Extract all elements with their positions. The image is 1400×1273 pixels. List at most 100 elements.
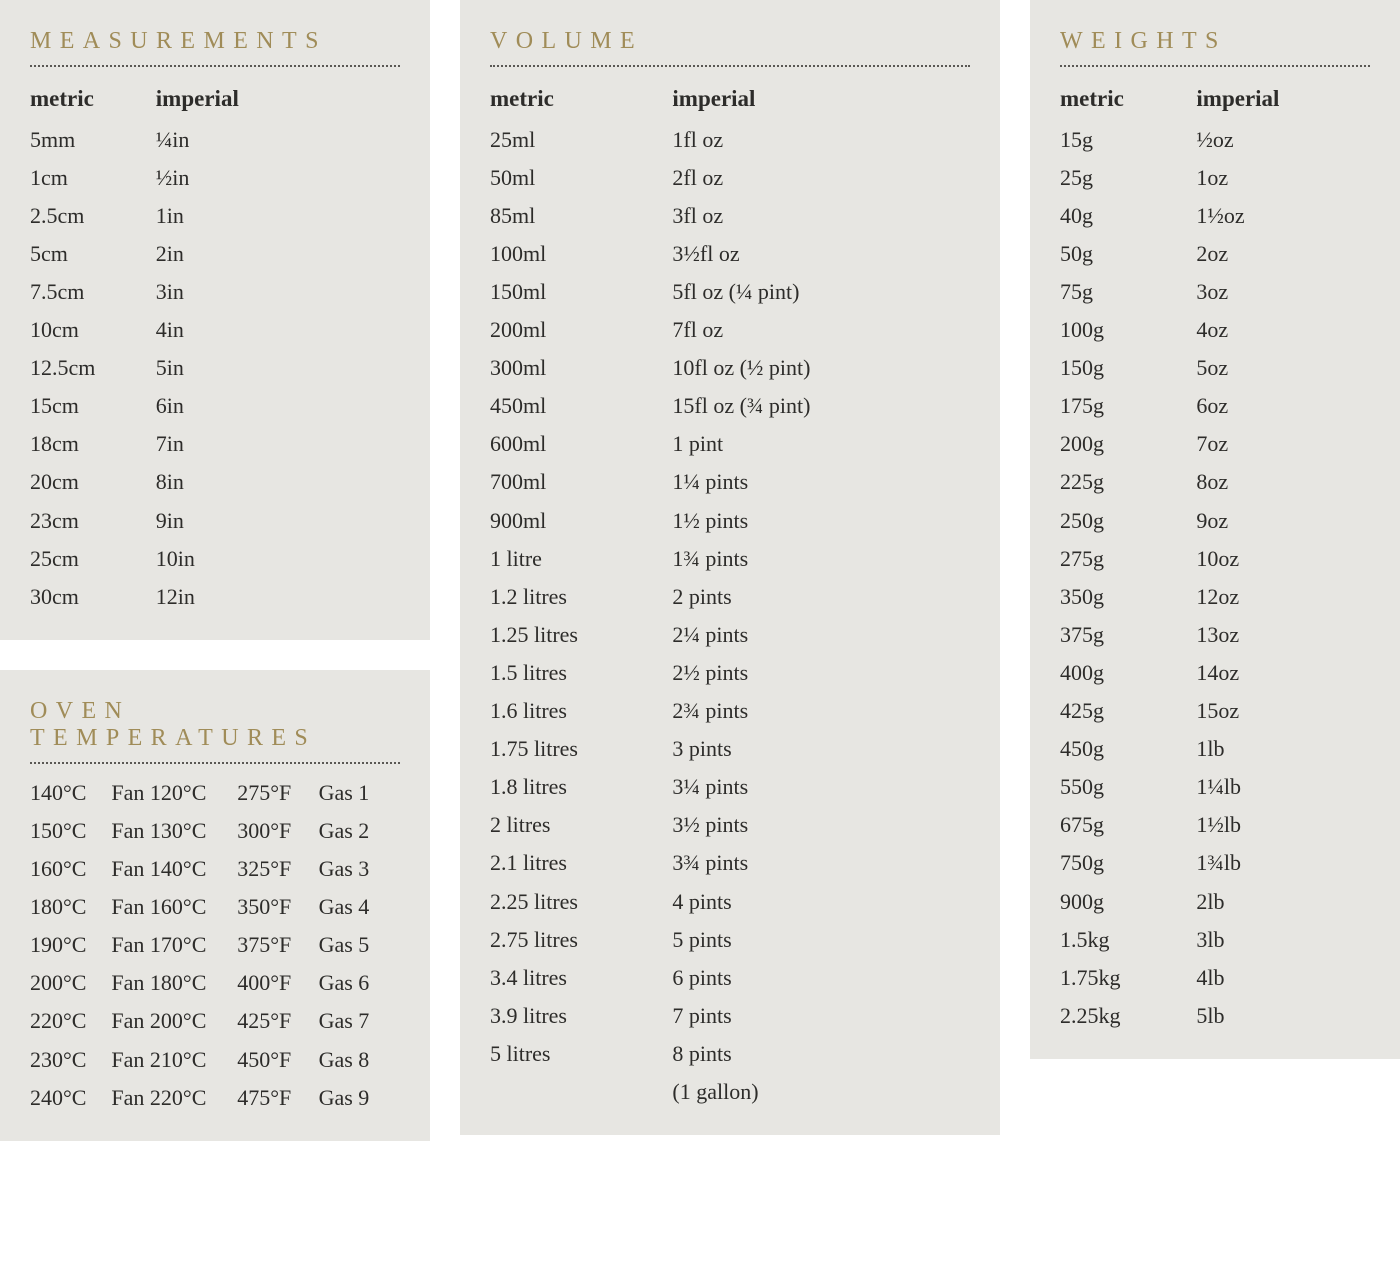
table-cell: 300°F	[237, 812, 318, 850]
table-row: 425g15oz	[1060, 692, 1370, 730]
column-middle: VOLUME metric imperial 25ml1fl oz50ml2fl…	[460, 0, 1000, 1135]
table-row: 150g5oz	[1060, 349, 1370, 387]
table-cell: 450ml	[490, 387, 672, 425]
table-row: 2.75 litres5 pints	[490, 921, 970, 959]
table-cell: 50g	[1060, 235, 1196, 273]
table-cell: 4in	[156, 311, 400, 349]
table-cell: 190°C	[30, 926, 111, 964]
table-cell: 1in	[156, 197, 400, 235]
table-row: 200ml7fl oz	[490, 311, 970, 349]
table-cell: ¼in	[156, 121, 400, 159]
table-row: 1.2 litres2 pints	[490, 578, 970, 616]
table-cell: 25g	[1060, 159, 1196, 197]
table-cell: 9in	[156, 502, 400, 540]
table-row: 10cm4in	[30, 311, 400, 349]
table-row: 400g14oz	[1060, 654, 1370, 692]
table-row: 50ml2fl oz	[490, 159, 970, 197]
table-row: 20cm8in	[30, 463, 400, 501]
table-cell: Fan 160°C	[111, 888, 237, 926]
table-cell: 700ml	[490, 463, 672, 501]
table-row: 225g8oz	[1060, 463, 1370, 501]
table-cell: 175g	[1060, 387, 1196, 425]
table-cell: 7in	[156, 425, 400, 463]
measurements-card: MEASUREMENTS metric imperial 5mm¼in1cm½i…	[0, 0, 430, 640]
table-cell: 2.1 litres	[490, 844, 672, 882]
weights-table: metric imperial 15g½oz25g1oz40g1½oz50g2o…	[1060, 77, 1370, 1035]
table-row: 450g1lb	[1060, 730, 1370, 768]
table-row: 2.25 litres4 pints	[490, 883, 970, 921]
weights-title: WEIGHTS	[1060, 28, 1370, 55]
table-cell: 100g	[1060, 311, 1196, 349]
column-left: MEASUREMENTS metric imperial 5mm¼in1cm½i…	[0, 0, 430, 1141]
table-cell: Fan 220°C	[111, 1079, 237, 1117]
table-cell: 12.5cm	[30, 349, 156, 387]
table-cell: Gas 3	[319, 850, 400, 888]
table-cell: 1¾lb	[1196, 844, 1370, 882]
weights-card: WEIGHTS metric imperial 15g½oz25g1oz40g1…	[1030, 0, 1400, 1059]
table-cell: 30cm	[30, 578, 156, 616]
table-cell: 2.25kg	[1060, 997, 1196, 1035]
table-cell: Gas 1	[319, 774, 400, 812]
table-cell: 275g	[1060, 540, 1196, 578]
table-row: 180°CFan 160°C350°FGas 4	[30, 888, 400, 926]
table-cell: 9oz	[1196, 502, 1370, 540]
table-row: 700ml1¼ pints	[490, 463, 970, 501]
table-cell: Fan 140°C	[111, 850, 237, 888]
table-row: 750g1¾lb	[1060, 844, 1370, 882]
table-row: 150°CFan 130°C300°FGas 2	[30, 812, 400, 850]
table-cell: 7 pints	[672, 997, 970, 1035]
table-cell: 325°F	[237, 850, 318, 888]
table-cell: 475°F	[237, 1079, 318, 1117]
table-cell: 3oz	[1196, 273, 1370, 311]
table-cell: 23cm	[30, 502, 156, 540]
volume-card: VOLUME metric imperial 25ml1fl oz50ml2fl…	[460, 0, 1000, 1135]
dotted-rule	[30, 762, 400, 764]
table-row: 5cm2in	[30, 235, 400, 273]
table-cell: 1 pint	[672, 425, 970, 463]
table-cell: 12in	[156, 578, 400, 616]
table-cell: 8 pints	[672, 1035, 970, 1073]
table-cell: 350g	[1060, 578, 1196, 616]
table-cell: 2½ pints	[672, 654, 970, 692]
table-cell: 4oz	[1196, 311, 1370, 349]
oven-title: OVEN TEMPERATURES	[30, 698, 400, 752]
table-row: 12.5cm5in	[30, 349, 400, 387]
table-cell: 225g	[1060, 463, 1196, 501]
table-cell: 100ml	[490, 235, 672, 273]
table-cell: 160°C	[30, 850, 111, 888]
table-cell: 900ml	[490, 502, 672, 540]
table-row: 1.75kg4lb	[1060, 959, 1370, 997]
table-cell: 2.5cm	[30, 197, 156, 235]
table-cell: 230°C	[30, 1041, 111, 1079]
table-row: (1 gallon)	[490, 1073, 970, 1111]
table-cell: Gas 8	[319, 1041, 400, 1079]
table-row: 75g3oz	[1060, 273, 1370, 311]
table-cell: (1 gallon)	[672, 1073, 970, 1111]
table-cell: Fan 130°C	[111, 812, 237, 850]
table-row: 140°CFan 120°C275°FGas 1	[30, 774, 400, 812]
table-cell: 425g	[1060, 692, 1196, 730]
table-cell: 4 pints	[672, 883, 970, 921]
table-cell: 3fl oz	[672, 197, 970, 235]
table-cell: 1.75kg	[1060, 959, 1196, 997]
table-cell: 1½oz	[1196, 197, 1370, 235]
table-cell: 2oz	[1196, 235, 1370, 273]
table-row: 40g1½oz	[1060, 197, 1370, 235]
table-row: 550g1¼lb	[1060, 768, 1370, 806]
table-row: 2.1 litres3¾ pints	[490, 844, 970, 882]
oven-table: 140°CFan 120°C275°FGas 1150°CFan 130°C30…	[30, 774, 400, 1117]
table-cell: Fan 200°C	[111, 1002, 237, 1040]
table-row: 30cm12in	[30, 578, 400, 616]
table-cell: Fan 120°C	[111, 774, 237, 812]
table-cell: 18cm	[30, 425, 156, 463]
table-cell: 200g	[1060, 425, 1196, 463]
table-cell: 15fl oz (¾ pint)	[672, 387, 970, 425]
table-cell: 1½lb	[1196, 806, 1370, 844]
table-cell: 240°C	[30, 1079, 111, 1117]
table-row: 1.5kg3lb	[1060, 921, 1370, 959]
table-cell: 3 pints	[672, 730, 970, 768]
volume-title: VOLUME	[490, 28, 970, 55]
table-row: 240°CFan 220°C475°FGas 9	[30, 1079, 400, 1117]
table-cell: Fan 170°C	[111, 926, 237, 964]
table-cell: 2.75 litres	[490, 921, 672, 959]
